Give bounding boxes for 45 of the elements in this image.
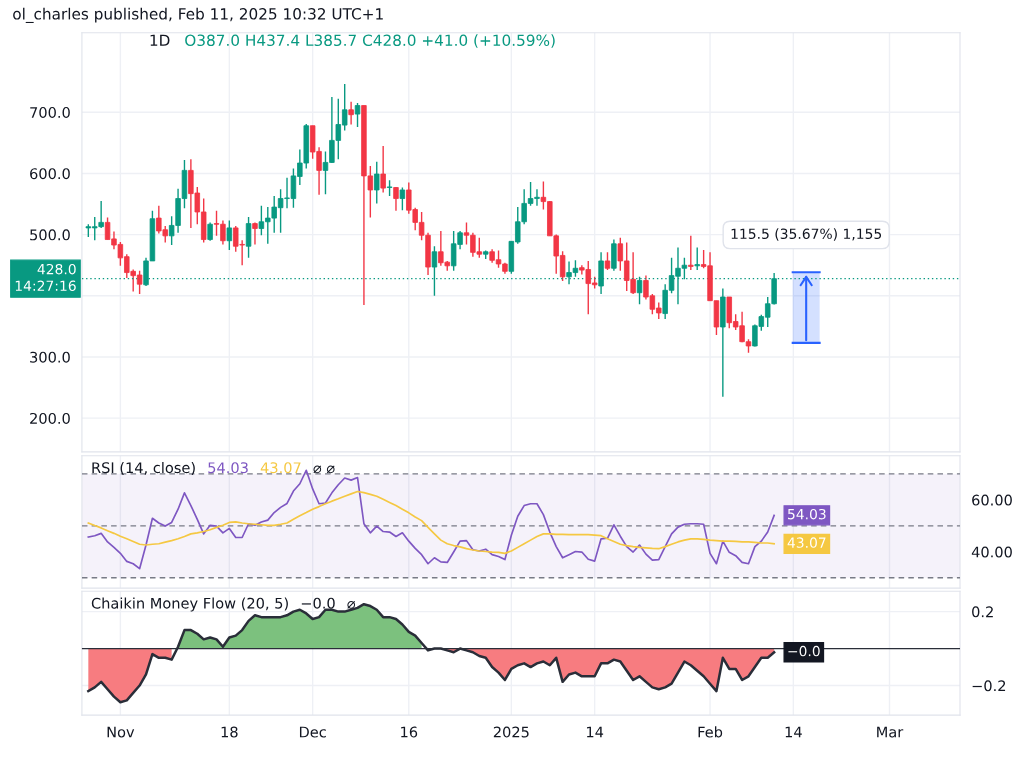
y-tick-label: 700.0: [30, 106, 70, 118]
chart-title: Chaikin Money Flow (20, 5): [91, 597, 288, 612]
annotation: ⌀: [347, 601, 356, 609]
y-tick-label: 200.0: [30, 412, 70, 424]
annotation: 54.03: [788, 508, 826, 520]
candlestick: [348, 101, 354, 126]
chart-title: RSI (14, close): [92, 461, 195, 475]
ref-line-label: 428.0 14:27:16: [15, 263, 76, 292]
data-label: 115.5 (35.67%) 1,155: [731, 228, 882, 241]
x-tick-label: 14: [785, 726, 802, 738]
text: ol_charles published, Feb 11, 2025 10:32 UTC+1: [13, 7, 383, 23]
candlestick: [374, 161, 380, 205]
y-tick-label: 500.0: [30, 229, 70, 241]
chart-subtitle: O387.0 H437.4 L385.7 C428.0 +41.0 (+10.59%): [185, 34, 555, 48]
candlestick: [207, 221, 213, 242]
x-tick-label: 14: [586, 726, 604, 738]
line-series: [87, 490, 775, 555]
x-tick-label: Dec: [299, 726, 326, 738]
y-tick-label: 600.0: [30, 168, 70, 180]
x-tick-label: Feb: [698, 726, 723, 738]
x-tick-label: 18: [221, 726, 238, 738]
x-tick-label: 2025: [493, 726, 529, 738]
candlestick: [399, 186, 406, 211]
text: 43.07: [260, 462, 301, 474]
candlestick: [694, 246, 700, 271]
candlestick: [226, 219, 233, 251]
y-tick-label: 300.0: [30, 351, 70, 363]
text: −0.0: [301, 597, 335, 609]
y-tick-label: 40.00: [971, 546, 1012, 558]
candlestick: [688, 235, 694, 271]
candlestick: [354, 102, 361, 128]
x-tick-label: Mar: [877, 726, 904, 738]
y-tick-label: 60.00: [972, 494, 1012, 506]
y-tick-label: 0.2: [972, 606, 993, 618]
text: 54.03: [208, 462, 248, 474]
chart-title: 1D: [150, 34, 170, 46]
y-tick-label: −0.2: [972, 680, 1006, 692]
candlestick: [252, 221, 258, 246]
annotation: −0.0: [788, 645, 820, 657]
candlestick: [380, 145, 386, 194]
annotation: 43.07: [787, 537, 826, 548]
candlestick: [245, 216, 252, 259]
x-tick-label: Nov: [107, 726, 135, 738]
x-tick-label: 16: [401, 726, 418, 738]
annotation: ⌀ ⌀: [313, 465, 335, 474]
